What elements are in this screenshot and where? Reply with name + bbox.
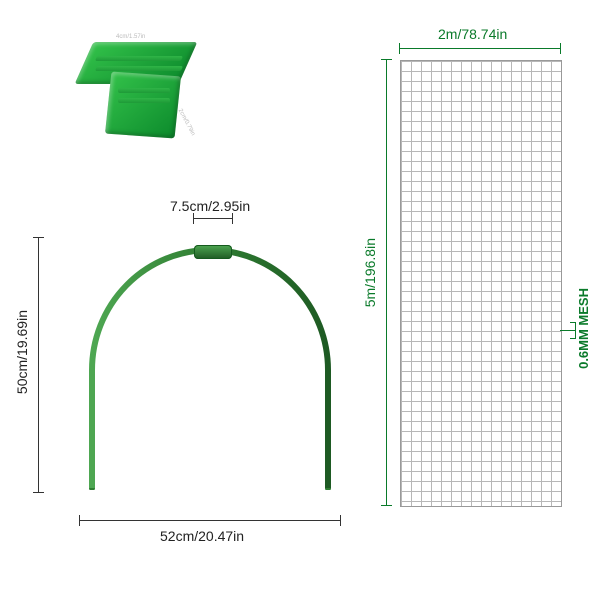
hoop-width-label: 52cm/20.47in	[160, 528, 244, 544]
mesh-height-dimline	[386, 60, 387, 505]
mesh-height-label: 5m/196.8in	[362, 238, 378, 307]
clip-top-dim: 4cm/1.57in	[116, 34, 145, 40]
mesh-width-dimline	[400, 48, 560, 49]
mesh-width-label: 2m/78.74in	[438, 26, 507, 42]
hoop-connector-label: 7.5cm/2.95in	[170, 198, 250, 214]
mesh-aperture-label: 0.6MM MESH	[576, 288, 591, 369]
mesh-panel	[400, 60, 562, 507]
mesh-callout-line	[560, 330, 575, 331]
hoop-connector-dimline	[194, 218, 232, 219]
hoop-height-dimline	[38, 238, 39, 492]
clip-illustration: 4cm/1.57in 2cm/0.79in	[82, 38, 202, 138]
hoop-connector	[194, 245, 232, 259]
diagram-stage: 4cm/1.57in 2cm/0.79in 50cm/19.69in 52cm/…	[0, 0, 600, 600]
hoop-height-label: 50cm/19.69in	[14, 310, 30, 394]
clip-side-dim: 2cm/0.79in	[177, 108, 196, 137]
hoop-width-dimline	[80, 520, 340, 521]
hoop-svg	[80, 230, 340, 490]
